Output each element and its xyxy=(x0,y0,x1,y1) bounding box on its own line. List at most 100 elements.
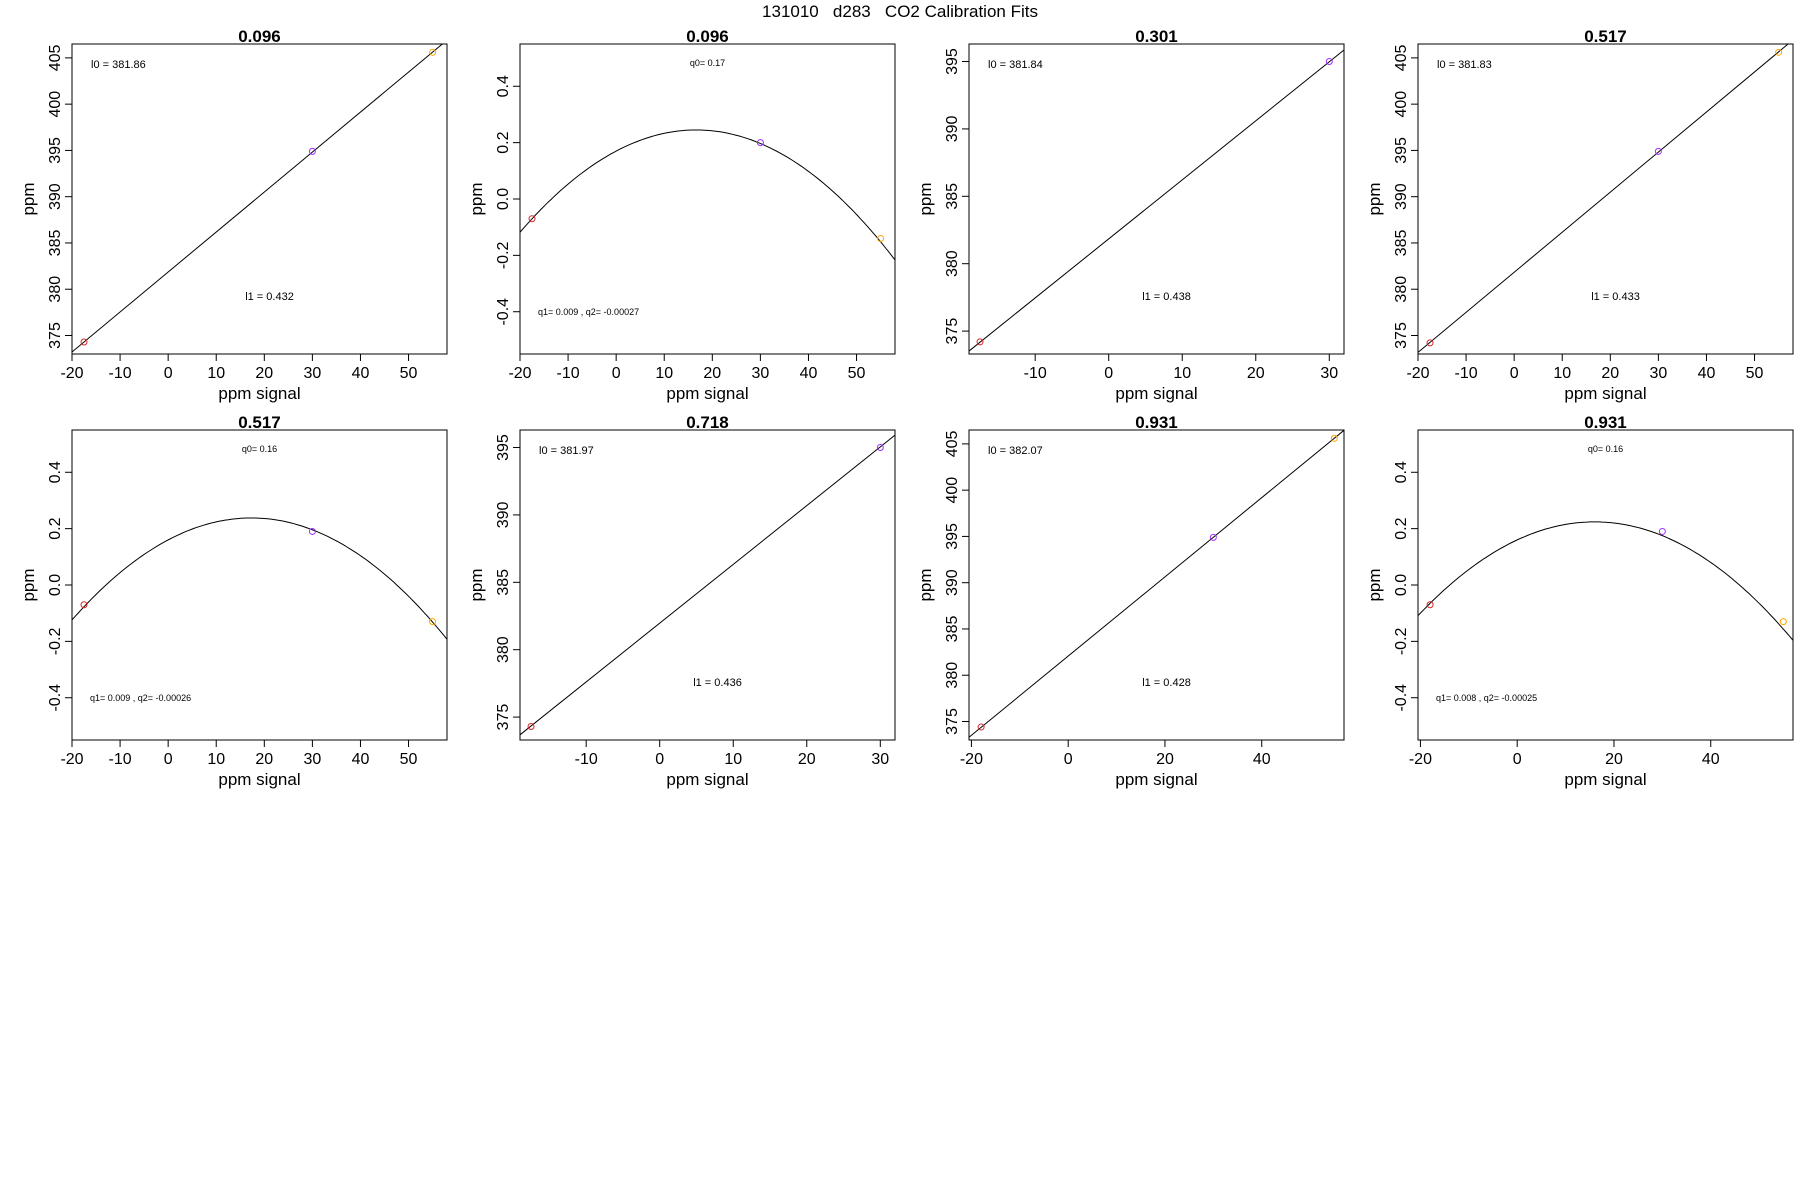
x-tick-label: 50 xyxy=(1746,365,1764,382)
y-tick-label: 0.0 xyxy=(495,188,512,210)
x-tick-label: 20 xyxy=(1605,751,1623,768)
fit-annotation: l0 = 382.07 xyxy=(988,445,1043,457)
data-point xyxy=(308,527,316,535)
panel-1: 0.096 -20 -10 0 10 20 30 40 50 375 380 385 390 395 400… xyxy=(19,27,448,403)
fit-line xyxy=(72,44,444,353)
y-axis-label: ppm xyxy=(916,182,935,215)
y-tick-label: 0.4 xyxy=(495,75,512,97)
data-point xyxy=(308,147,316,155)
x-tick-label: 0 xyxy=(1510,365,1519,382)
data-point xyxy=(877,234,885,242)
data-point xyxy=(1426,601,1434,609)
data-point xyxy=(1775,48,1783,56)
y-axis-label: ppm xyxy=(467,182,486,215)
y-tick-label: 380 xyxy=(495,636,512,663)
x-tick-label: -10 xyxy=(575,751,598,768)
panel-3: 0.301 -10 0 10 20 30 375 380 385 390 395 ppm signal… xyxy=(916,27,1345,403)
y-tick-label: 390 xyxy=(944,115,961,142)
data-point xyxy=(976,338,984,346)
fit-annotation: l0 = 381.83 xyxy=(1437,59,1492,71)
data-point xyxy=(80,338,88,346)
x-axis-label: ppm signal xyxy=(1115,770,1197,789)
fit-annotation: l1 = 0.428 xyxy=(1142,677,1191,689)
x-tick-label: -20 xyxy=(960,751,983,768)
y-tick-label: -0.4 xyxy=(1393,684,1410,712)
x-tick-label: 10 xyxy=(207,751,225,768)
y-tick-label: 395 xyxy=(1393,137,1410,164)
y-tick-label: 390 xyxy=(1393,183,1410,210)
fit-annotation: l0 = 381.86 xyxy=(91,59,146,71)
x-tick-label: 40 xyxy=(800,365,818,382)
page-title: 131010 d283 CO2 Calibration Fits xyxy=(762,2,1038,21)
y-tick-label: -0.2 xyxy=(47,627,64,655)
y-axis-label: ppm xyxy=(1365,568,1384,601)
y-axis-label: ppm xyxy=(19,568,38,601)
x-tick-label: 10 xyxy=(655,365,673,382)
x-axis-label: ppm signal xyxy=(218,770,300,789)
panel-2: 0.096 -20 -10 0 10 20 30 40 50 -0.4 -0.2 0.0 0.2 0.4 p… xyxy=(467,27,896,403)
panel-6: 0.718 -10 0 10 20 30 375 380 385 390 395 ppm signal… xyxy=(467,413,896,789)
panel-7: 0.931 -20 0 20 40 375 380 385 390 395 400 405 ppm si… xyxy=(916,413,1345,789)
y-axis-label: ppm xyxy=(1365,182,1384,215)
panel-title: 0.517 xyxy=(1584,27,1627,46)
fit-line xyxy=(969,430,1344,738)
x-tick-label: 50 xyxy=(848,365,866,382)
y-tick-label: 380 xyxy=(1393,276,1410,303)
y-tick-label: -0.4 xyxy=(495,298,512,326)
x-tick-label: -10 xyxy=(109,365,132,382)
x-tick-label: 10 xyxy=(724,751,742,768)
data-point xyxy=(756,139,764,147)
x-tick-label: 20 xyxy=(255,751,273,768)
x-axis-label: ppm signal xyxy=(666,770,748,789)
x-tick-label: 10 xyxy=(207,365,225,382)
plot-frame xyxy=(1417,43,1794,355)
data-point xyxy=(1330,434,1338,442)
x-tick-label: -10 xyxy=(109,751,132,768)
fit-annotation: q1= 0.009 , q2= -0.00026 xyxy=(90,693,191,703)
x-tick-label: 20 xyxy=(1156,751,1174,768)
x-axis-label: ppm signal xyxy=(1564,770,1646,789)
plot-frame xyxy=(71,43,448,355)
data-point xyxy=(1779,618,1787,626)
data-point xyxy=(527,723,535,731)
y-tick-label: 400 xyxy=(944,477,961,504)
y-tick-label: 0.2 xyxy=(47,517,64,539)
y-tick-label: 380 xyxy=(944,662,961,689)
y-tick-label: 385 xyxy=(1393,230,1410,257)
y-tick-label: 375 xyxy=(944,318,961,345)
x-tick-label: 0 xyxy=(1064,751,1073,768)
y-tick-label: 395 xyxy=(944,48,961,75)
data-point xyxy=(429,48,437,56)
data-point xyxy=(1654,147,1662,155)
fit-annotation: q0= 0.16 xyxy=(242,444,277,454)
panel-title: 0.517 xyxy=(238,413,281,432)
x-tick-label: 40 xyxy=(1698,365,1716,382)
plot-frame xyxy=(968,43,1345,355)
x-tick-label: 10 xyxy=(1553,365,1571,382)
fit-annotation: l0 = 381.97 xyxy=(539,445,594,457)
panel-5: 0.517 -20 -10 0 10 20 30 40 50 -0.4 -0.2 0.0 0.2 0.4 p… xyxy=(19,413,448,789)
y-tick-label: 0.4 xyxy=(1393,461,1410,483)
x-tick-label: 0 xyxy=(1513,751,1522,768)
fit-line xyxy=(969,49,1344,352)
data-point xyxy=(1325,58,1333,66)
y-tick-label: 375 xyxy=(47,322,64,349)
y-tick-label: 380 xyxy=(944,250,961,277)
x-tick-label: 20 xyxy=(1601,365,1619,382)
data-point xyxy=(528,215,536,223)
data-point xyxy=(1658,527,1666,535)
y-tick-label: 0.0 xyxy=(47,574,64,596)
x-tick-label: 40 xyxy=(1253,751,1271,768)
x-tick-label: 20 xyxy=(798,751,816,768)
y-tick-label: 0.0 xyxy=(1393,574,1410,596)
x-tick-label: -10 xyxy=(1455,365,1478,382)
data-point xyxy=(1426,339,1434,347)
x-axis-label: ppm signal xyxy=(218,384,300,403)
data-point xyxy=(1209,533,1217,541)
data-point xyxy=(80,601,88,609)
fit-annotation: l1 = 0.432 xyxy=(245,291,294,303)
panel-4: 0.517 -20 -10 0 10 20 30 40 50 375 380 385 390 395 400… xyxy=(1365,27,1794,403)
y-tick-label: -0.2 xyxy=(1393,627,1410,655)
y-tick-label: 400 xyxy=(47,91,64,118)
